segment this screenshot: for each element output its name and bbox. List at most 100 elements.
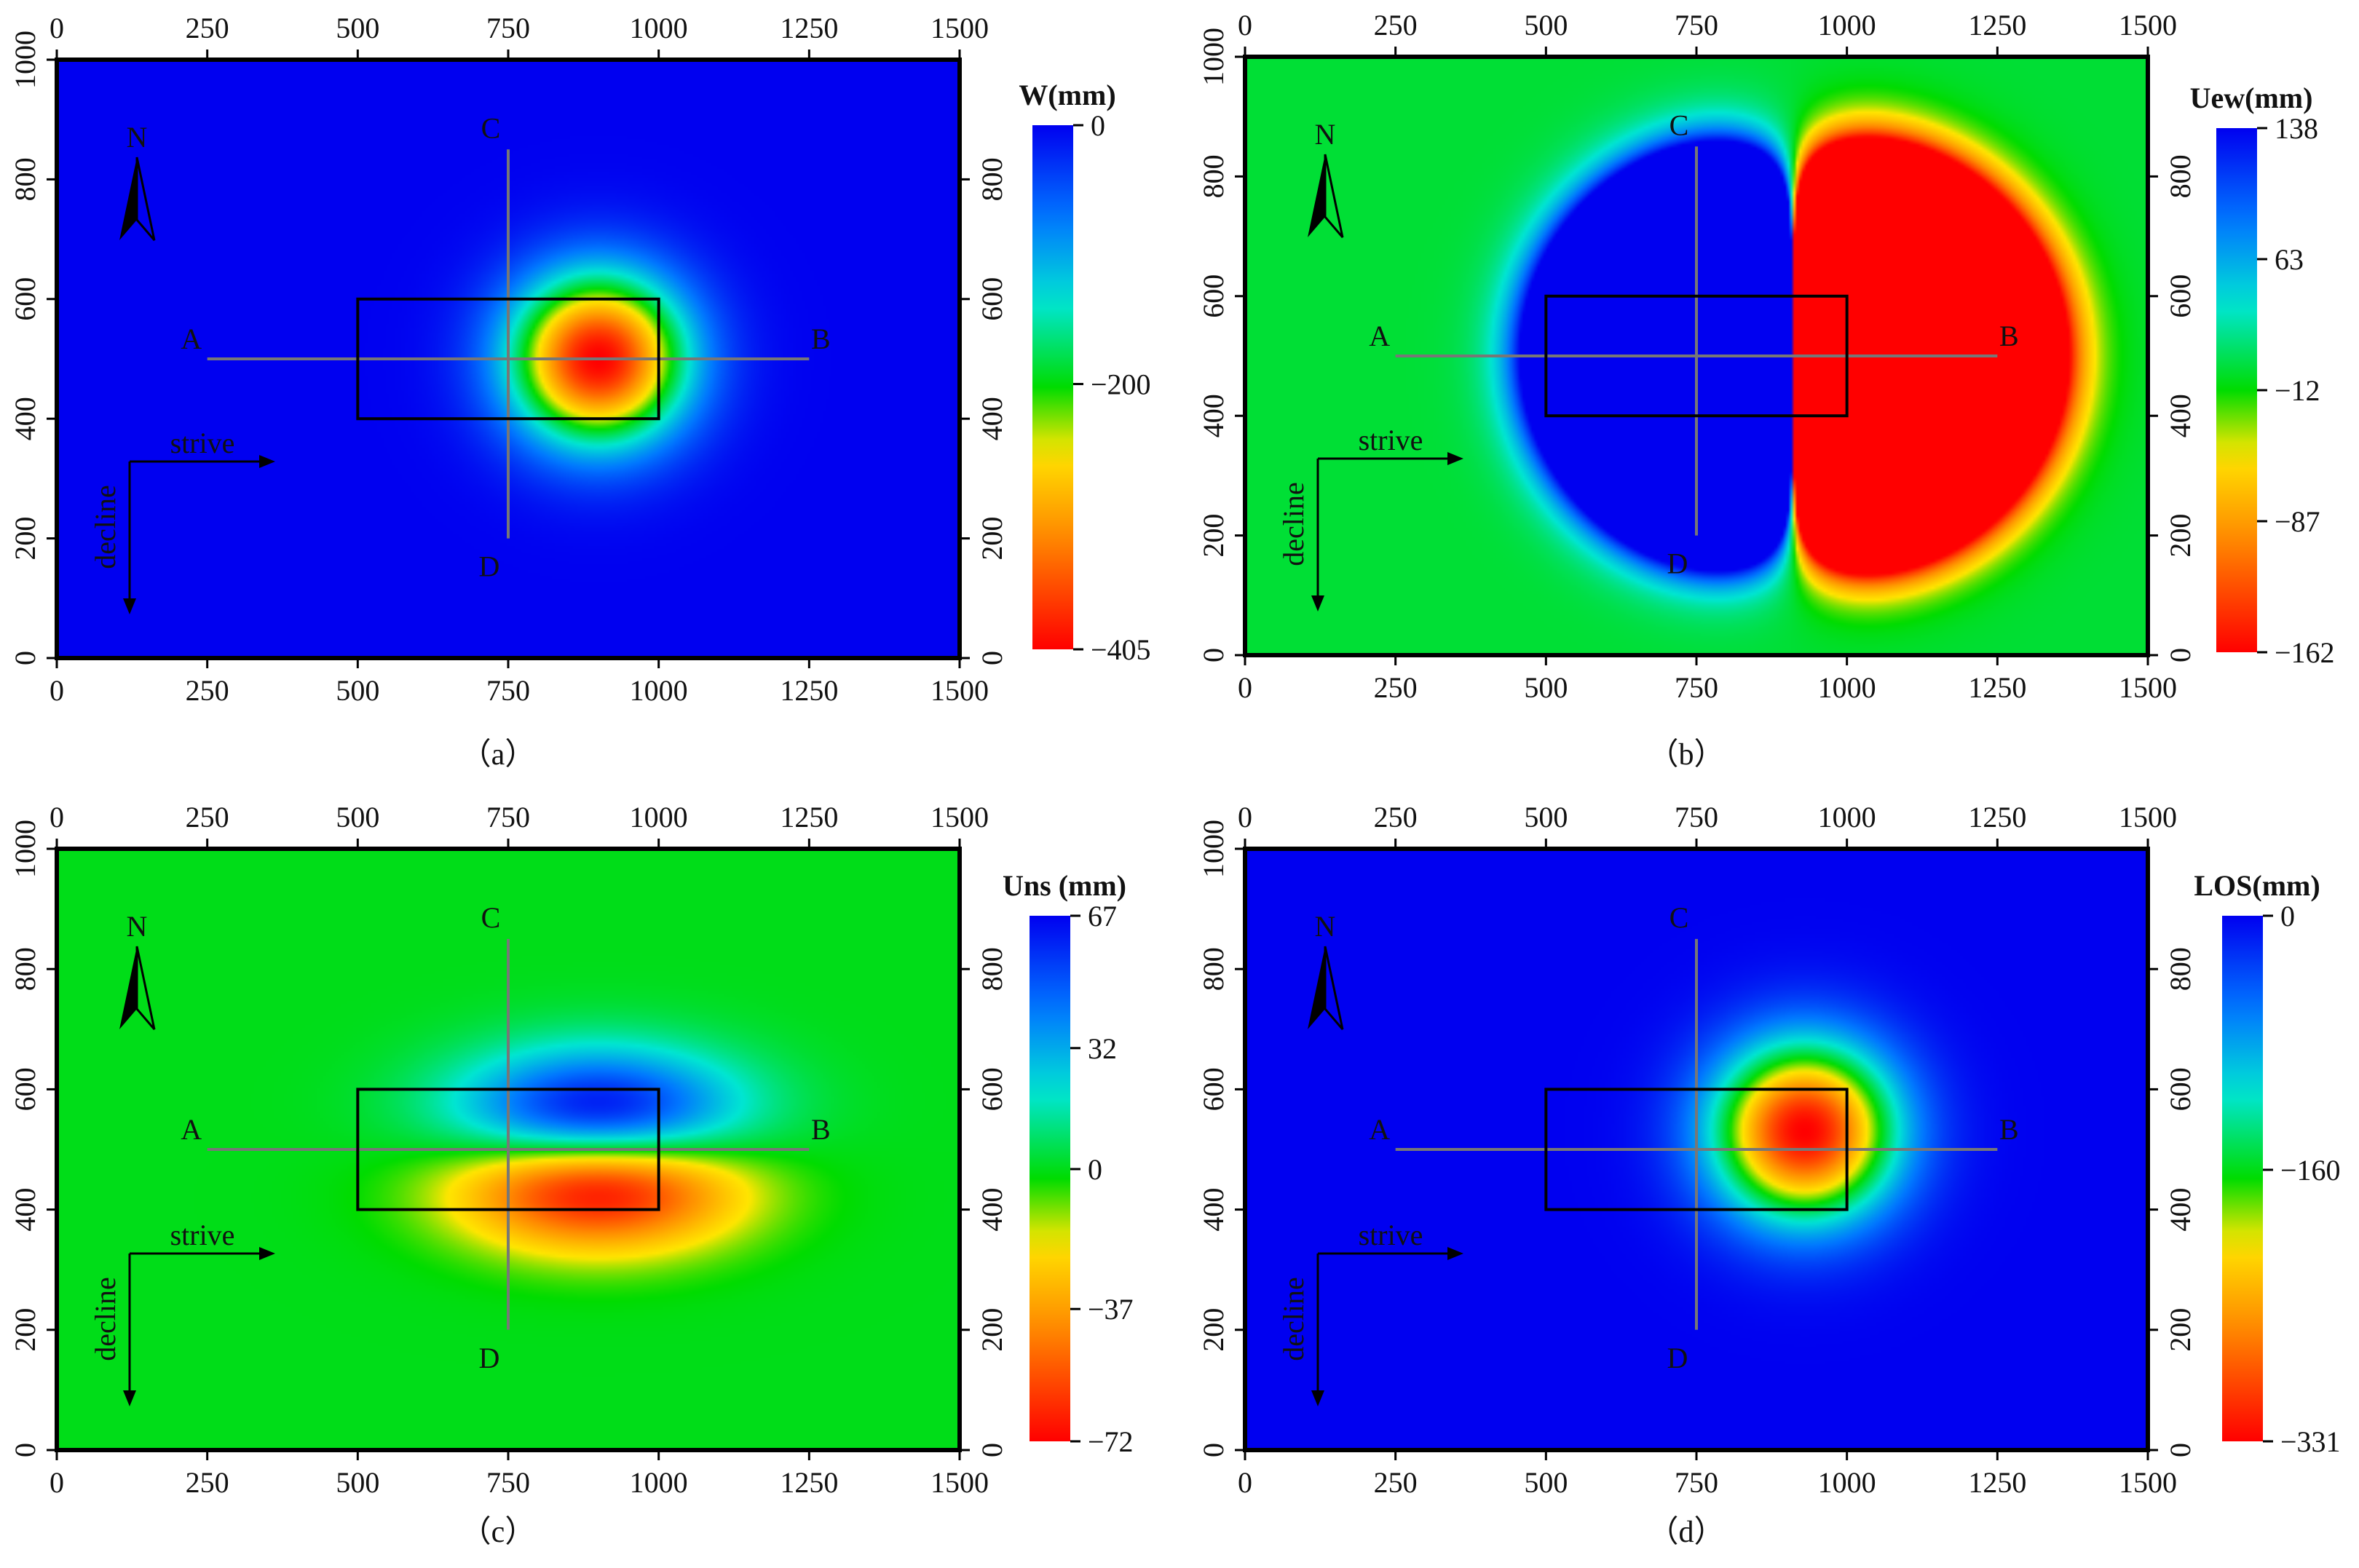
colorbar-tick-label: 0 — [1088, 1153, 1102, 1186]
strike-label: strive — [1359, 1219, 1423, 1251]
x-tick-label-top: 250 — [186, 12, 229, 44]
x-tick-label: 1000 — [1818, 671, 1876, 704]
x-tick-label-top: 1250 — [780, 801, 838, 834]
y-tick-label: 600 — [1197, 1067, 1230, 1111]
y-tick-label: 800 — [1197, 154, 1230, 198]
working-face-outline — [1544, 294, 1849, 418]
north-label: N — [1315, 910, 1336, 943]
colorbar-tick-label: −160 — [2280, 1154, 2341, 1187]
x-tick-label-top: 500 — [336, 801, 379, 834]
x-tick-label-top: 750 — [1675, 9, 1718, 41]
y-tick-label: 0 — [1197, 1443, 1230, 1457]
colorbar-title: Uns (mm) — [1003, 869, 1126, 902]
profile-label-d: D — [1667, 547, 1688, 580]
x-tick-label-top: 750 — [486, 12, 530, 44]
colorbar-tick-label: −200 — [1091, 368, 1151, 401]
colorbar-tick-label: 67 — [1088, 900, 1117, 933]
panel-b: 0025025050050075075010001000125012501500… — [1197, 9, 2335, 772]
y-tick-label: 200 — [1197, 514, 1230, 558]
panel-caption: （a） — [461, 738, 536, 772]
north-label: N — [127, 121, 148, 154]
x-tick-label: 1250 — [780, 1466, 838, 1499]
x-tick-label-top: 1250 — [1968, 9, 2026, 41]
y-tick-label-right: 0 — [976, 1443, 1008, 1457]
y-tick-label: 1000 — [9, 31, 42, 89]
dip-arrowhead-icon — [1311, 595, 1324, 611]
y-tick-label-right: 600 — [976, 277, 1008, 321]
north-arrow-outline-icon — [1324, 154, 1344, 238]
x-tick-label: 250 — [1374, 1466, 1418, 1499]
dip-arrowhead-icon — [123, 598, 136, 614]
panel-d: 0025025050050075075010001000125012501500… — [1197, 801, 2341, 1549]
y-tick-label: 800 — [9, 157, 42, 201]
profile-label-d: D — [479, 1342, 500, 1374]
y-tick-label-right: 200 — [976, 517, 1008, 561]
colorbar-tick-label: −37 — [1088, 1293, 1134, 1326]
x-tick-label: 500 — [336, 1466, 379, 1499]
y-tick-label: 600 — [1197, 274, 1230, 318]
x-tick-label-top: 1500 — [930, 801, 989, 834]
x-tick-label-top: 1000 — [1818, 9, 1876, 41]
y-tick-label: 600 — [9, 1067, 42, 1111]
y-tick-label-right: 600 — [976, 1067, 1008, 1111]
panel-c: 0025025050050075075010001000125012501500… — [9, 801, 1134, 1549]
profile-label-a: A — [1369, 1113, 1390, 1146]
profile-label-b: B — [1999, 1113, 2019, 1146]
panel-caption: （b） — [1648, 738, 1724, 772]
x-tick-label: 500 — [1524, 1466, 1568, 1499]
y-tick-label-right: 400 — [2164, 1188, 2197, 1232]
x-tick-label: 0 — [50, 1466, 64, 1499]
panel-caption: （d） — [1648, 1516, 1724, 1549]
dip-arrowhead-icon — [123, 1390, 136, 1406]
y-tick-label-right: 600 — [2164, 1067, 2197, 1111]
x-tick-label: 1000 — [630, 1466, 688, 1499]
y-tick-label-right: 600 — [2164, 274, 2197, 318]
north-label: N — [127, 910, 148, 943]
x-tick-label: 750 — [486, 674, 530, 707]
y-tick-label-right: 800 — [2164, 947, 2197, 991]
colorbar — [1030, 916, 1070, 1441]
colorbar-tick-label: 63 — [2275, 243, 2304, 276]
x-tick-label-top: 0 — [50, 801, 64, 834]
colorbar-title: LOS(mm) — [2194, 869, 2320, 902]
north-arrow-icon — [1308, 946, 1325, 1029]
x-tick-label: 1500 — [930, 1466, 989, 1499]
strike-label: strive — [170, 427, 235, 459]
y-tick-label: 200 — [1197, 1308, 1230, 1352]
colorbar — [1032, 125, 1073, 649]
x-tick-label: 1000 — [1818, 1466, 1876, 1499]
north-arrow-icon — [1308, 154, 1325, 237]
y-tick-label-right: 0 — [2164, 1443, 2197, 1457]
x-tick-label-top: 0 — [50, 12, 64, 44]
y-tick-label-right: 200 — [976, 1308, 1008, 1352]
strike-label: strive — [1359, 424, 1423, 456]
x-tick-label-top: 250 — [1374, 801, 1418, 834]
x-tick-label-top: 250 — [186, 801, 229, 834]
panel-a: 0025025050050075075010001000125012501500… — [9, 12, 1151, 772]
dip-label: decline — [89, 485, 122, 569]
y-tick-label: 800 — [1197, 947, 1230, 991]
x-tick-label: 250 — [1374, 671, 1418, 704]
profile-label-b: B — [1999, 320, 2019, 352]
x-tick-label: 1000 — [630, 674, 688, 707]
y-tick-label: 1000 — [1197, 820, 1230, 878]
profile-label-a: A — [181, 322, 202, 355]
profile-label-b: B — [811, 1113, 831, 1146]
x-tick-label: 500 — [1524, 671, 1568, 704]
x-tick-label: 1500 — [2119, 1466, 2177, 1499]
north-label: N — [1315, 118, 1336, 151]
colorbar-tick-label: 32 — [1088, 1032, 1117, 1065]
north-arrow-outline-icon — [135, 946, 156, 1030]
x-tick-label: 0 — [1238, 671, 1252, 704]
profile-label-d: D — [1667, 1342, 1688, 1374]
profile-label-d: D — [479, 550, 500, 583]
x-tick-label: 1250 — [1968, 1466, 2026, 1499]
colorbar-tick-label: −72 — [1088, 1425, 1134, 1458]
dip-label: decline — [1277, 482, 1310, 566]
y-tick-label-right: 800 — [976, 947, 1008, 991]
y-tick-label: 800 — [9, 947, 42, 991]
strike-arrowhead-icon — [1447, 1247, 1463, 1260]
y-tick-label: 200 — [9, 1308, 42, 1352]
y-tick-label-right: 800 — [976, 157, 1008, 201]
